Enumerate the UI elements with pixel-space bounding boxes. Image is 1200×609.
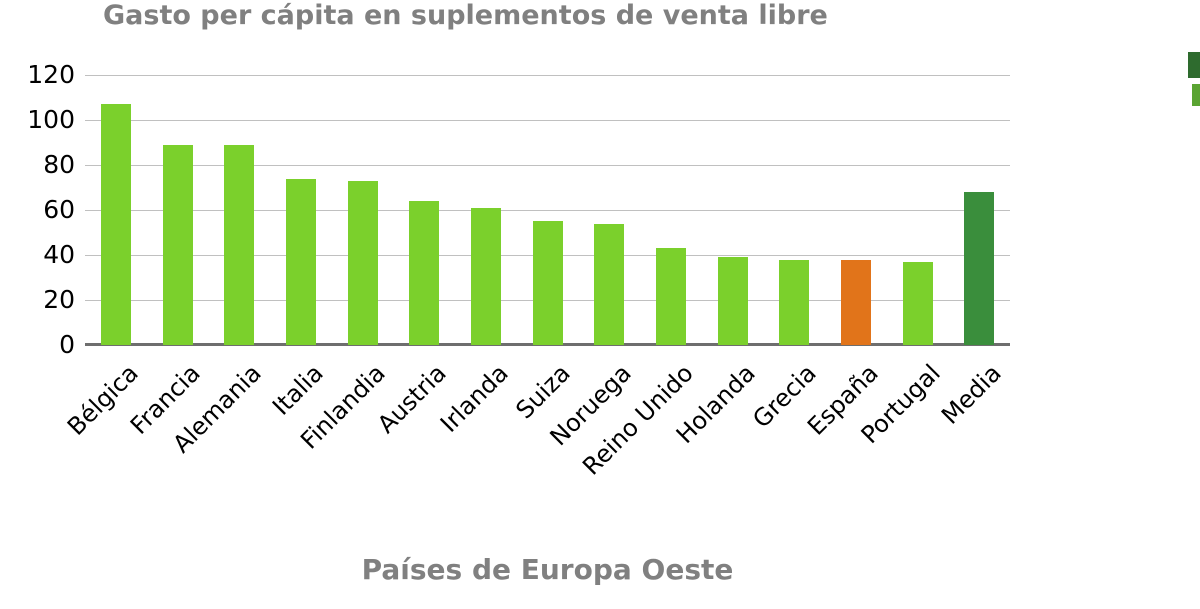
bar-espana [840,259,871,345]
bar-suiza [532,221,563,345]
clipped-legend-fragment-icon [1192,84,1200,106]
y-tick-label-0: 0 [59,330,75,359]
bar-austria [409,201,440,345]
gridline [85,119,1010,121]
y-tick-label-100: 100 [27,105,75,134]
bar-reino-unido [655,248,686,345]
x-axis-title: Países de Europa Oeste [361,553,734,586]
gridline [85,74,1010,76]
bar-finlandia [347,180,378,345]
bar-alemania [224,144,255,345]
bar-holanda [717,257,748,345]
bar-grecia [779,259,810,345]
gridline [85,164,1010,166]
bar-media [964,192,995,345]
y-tick-label-60: 60 [43,195,75,224]
y-tick-label-20: 20 [43,285,75,314]
bar-belgica [100,104,131,345]
chart-title: Gasto per cápita en suplementos de venta… [103,0,828,31]
y-tick-label-80: 80 [43,150,75,179]
y-tick-label-40: 40 [43,240,75,269]
bar-portugal [902,261,933,345]
bar-irlanda [470,207,501,345]
gridline [85,209,1010,211]
bar-italia [285,178,316,345]
bar-francia [162,144,193,345]
y-tick-label-120: 120 [27,60,75,89]
clipped-legend-fragment-icon [1188,52,1200,78]
bar-noruega [594,223,625,345]
plot-area: 0 20 40 60 80 100 120 Bélgica Francia Alemania Ita… [27,61,1010,481]
